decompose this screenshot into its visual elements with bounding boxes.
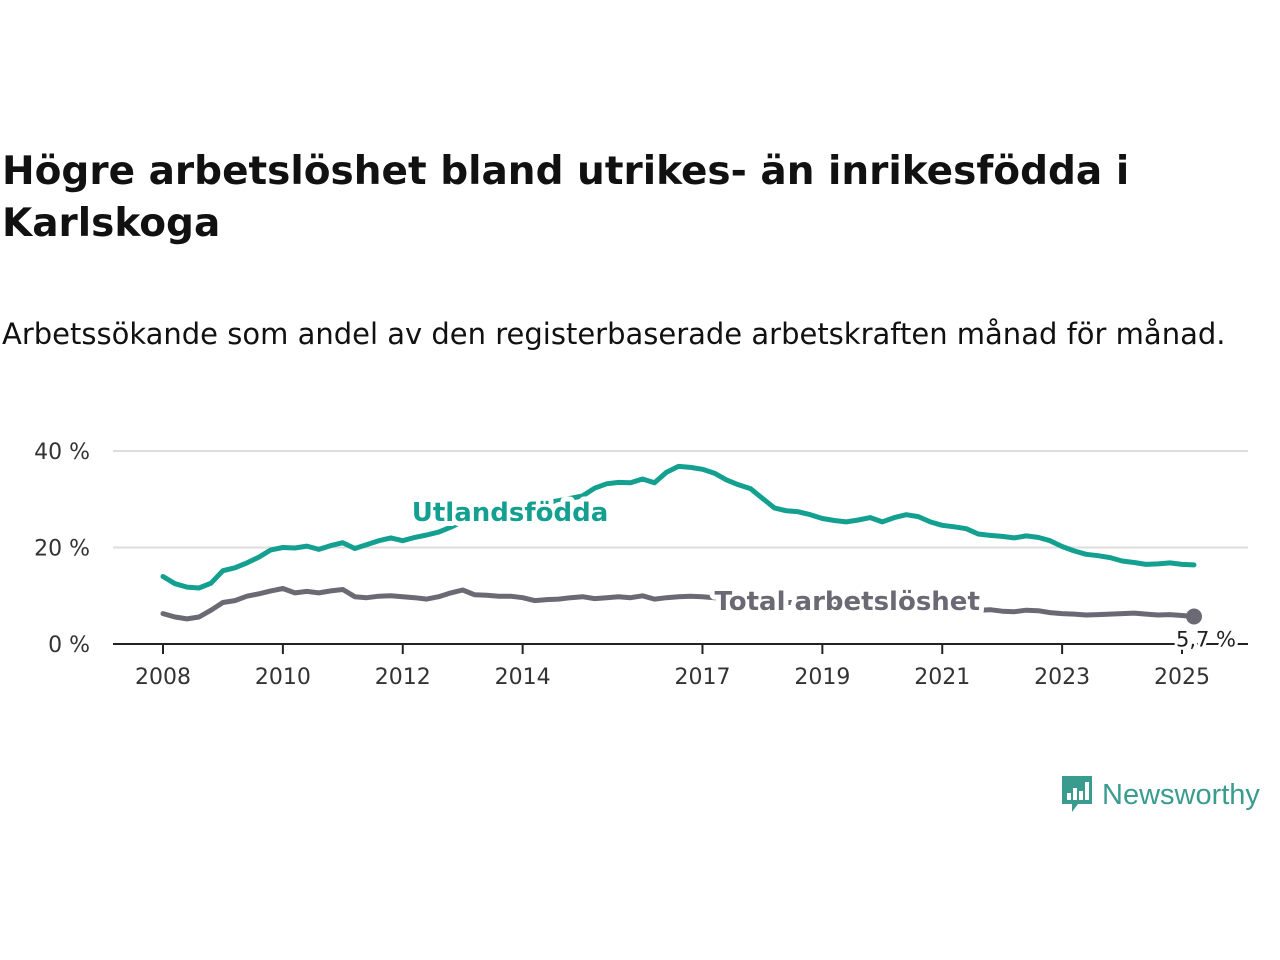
x-tick-label: 2025 (1154, 665, 1210, 690)
y-tick-label: 20 % (34, 537, 90, 562)
chart-title: Högre arbetslöshet bland utrikes- än inr… (2, 149, 1130, 246)
x-tick-label: 2019 (794, 665, 850, 690)
x-tick-label: 2012 (375, 665, 431, 690)
end-point-marker (1186, 608, 1203, 625)
x-tick-label: 2023 (1034, 665, 1090, 690)
x-tick-label: 2010 (255, 665, 311, 690)
y-tick-label: 40 % (34, 440, 90, 465)
brand-name: Newsworthy (1102, 778, 1260, 811)
chart-subtitle: Arbetssökande som andel av den registerb… (2, 317, 1226, 351)
x-tick-label: 2014 (495, 665, 551, 690)
x-tick-label: 2021 (914, 665, 970, 690)
end-value-label: 5,7 % (1176, 627, 1236, 651)
x-tick-label: 2008 (135, 665, 191, 690)
end-value-label-halo: 5,7 % (1176, 627, 1236, 651)
series-label-utlandsfodda: Utlandsfödda (412, 498, 609, 528)
series-label-utlandsfodda-halo: Utlandsfödda (412, 498, 609, 528)
bar-chart-speech-bubble-icon (1062, 776, 1092, 812)
x-tick-label: 2017 (674, 665, 730, 690)
series-label-total: Total arbetslöshet (714, 587, 979, 617)
series-line-total (160, 586, 1197, 622)
newsworthy-logo: Newsworthy (1060, 774, 1260, 816)
series-label-total-halo: Total arbetslöshet (714, 587, 979, 617)
series-line-utlandsfodda (160, 463, 1197, 591)
y-tick-label: 0 % (48, 633, 90, 658)
